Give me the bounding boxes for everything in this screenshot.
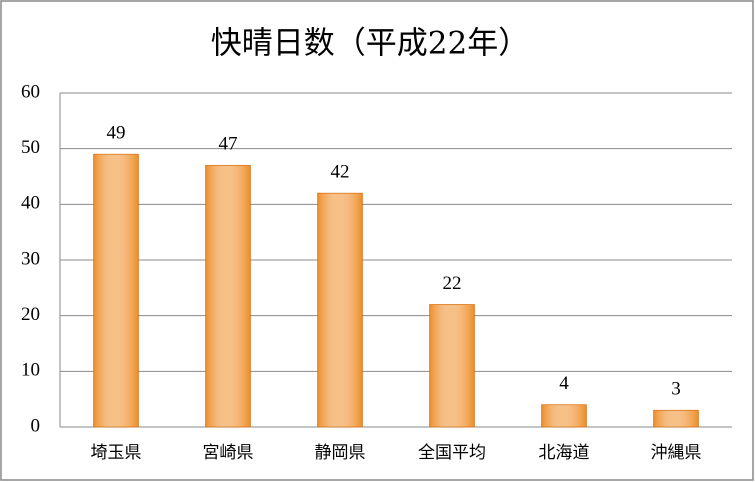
chart-title: 快晴日数（平成22年） — [211, 26, 529, 62]
bar — [93, 153, 139, 428]
bar — [317, 192, 363, 428]
data-label: 47 — [219, 134, 238, 155]
bar — [205, 164, 251, 428]
x-tick-label: 全国平均 — [418, 443, 486, 463]
x-tick-label: 沖縄県 — [651, 443, 702, 463]
data-label: 22 — [443, 273, 462, 294]
y-tick-label: 30 — [21, 248, 40, 269]
x-tick-label: 埼玉県 — [91, 443, 142, 463]
data-label: 42 — [331, 162, 350, 183]
data-label: 4 — [559, 373, 569, 394]
y-tick-label: 20 — [21, 304, 40, 325]
y-tick-label: 50 — [21, 137, 40, 158]
x-tick-label: 北海道 — [539, 443, 590, 463]
y-tick-label: 60 — [21, 81, 40, 102]
bar — [541, 404, 587, 428]
data-label: 49 — [107, 123, 126, 144]
y-tick-label: 40 — [21, 193, 40, 214]
bar — [429, 304, 475, 428]
y-tick-label: 0 — [31, 415, 41, 436]
data-label: 3 — [671, 379, 681, 400]
x-tick-label: 静岡県 — [315, 443, 366, 463]
x-tick-label: 宮崎県 — [203, 443, 254, 463]
y-tick-label: 10 — [21, 360, 40, 381]
bar — [653, 409, 699, 428]
